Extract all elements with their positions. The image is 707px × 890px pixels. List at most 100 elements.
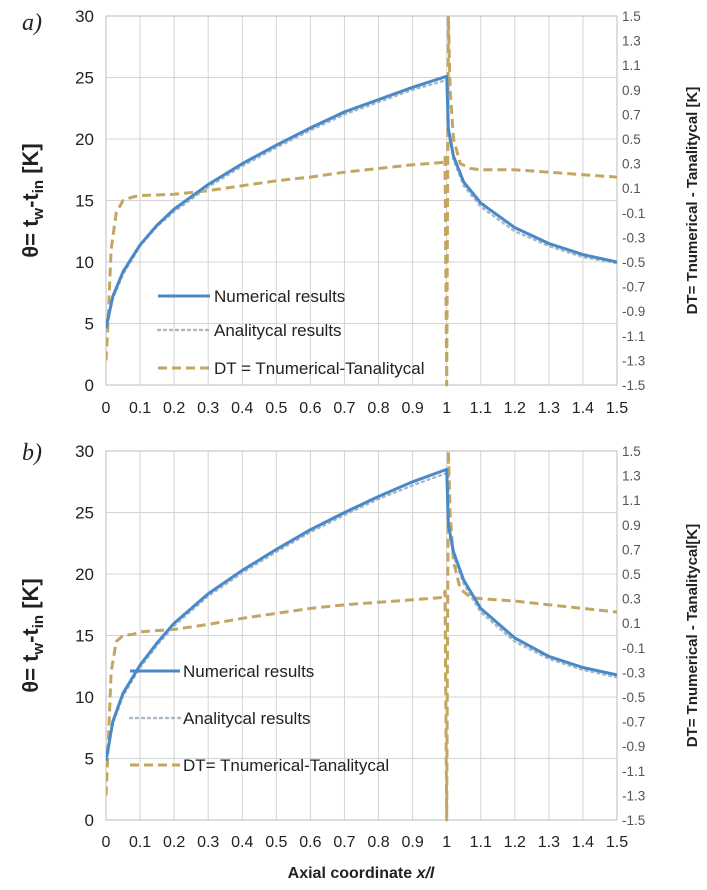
x-tick-label: 0.4 (231, 834, 253, 851)
panel-label: b) (22, 440, 42, 466)
y-tick-label-left: 5 (85, 315, 94, 334)
y-tick-label-right: 0.5 (622, 132, 641, 147)
y-tick-label-left: 10 (75, 688, 94, 707)
x-tick-label: 1.4 (572, 834, 594, 851)
y-tick-label-right: -1.1 (622, 764, 645, 779)
x-tick-label: 0.6 (299, 400, 321, 417)
x-tick-label: 1.3 (538, 400, 560, 417)
legend: Numerical results Analitycal results DT = … (156, 287, 425, 378)
x-axis-label-var: x/l (416, 865, 435, 882)
x-tick-label: 1 (442, 400, 451, 417)
x-tick-label: 1.2 (504, 400, 526, 417)
y-tick-label-right: -0.9 (622, 739, 645, 754)
y-tick-label-right: 0.7 (622, 542, 641, 557)
y-tick-label-right: 0.3 (622, 157, 641, 172)
y-tick-label-right: 0.1 (622, 616, 641, 631)
y-tick-label-right: 0.9 (622, 518, 641, 533)
y-tick-label-right: -1.5 (622, 378, 645, 393)
y-axis-label-part: -t (18, 628, 43, 643)
y-tick-label-left: 25 (75, 504, 94, 523)
y-tick-label-left: 20 (75, 130, 94, 149)
y-axis-label-part: θ= t (18, 219, 43, 258)
y-tick-label-right: -1.3 (622, 788, 645, 803)
x-tick-label: 1.3 (538, 834, 560, 851)
y-tick-label-right: 0.7 (622, 107, 641, 122)
y-tick-label-right: 1.1 (622, 58, 641, 73)
x-tick-label: 1.4 (572, 400, 594, 417)
legend-entry: DT= Tnumerical-Tanalitycal (183, 756, 389, 775)
series-line-dotted (106, 78, 617, 331)
y-tick-label-left: 10 (75, 253, 94, 272)
x-tick-label: 0.1 (129, 400, 151, 417)
y-axis-label-part: w (30, 643, 47, 656)
x-tick-label: 0.7 (333, 834, 355, 851)
x-tick-label: 0.2 (163, 834, 185, 851)
panel-label: a) (22, 10, 42, 36)
legend-entry: Numerical results (214, 287, 345, 306)
y-tick-label-left: 5 (85, 750, 94, 769)
series-line-solid (106, 74, 617, 329)
y-tick-label-left: 30 (75, 7, 94, 26)
y-tick-label-right: 1.5 (622, 9, 641, 24)
plot-area-border (105, 15, 618, 386)
y-tick-label-right: 1.5 (622, 444, 641, 459)
y-axis-label-part: [K] (18, 578, 43, 615)
series-line-solid (106, 467, 617, 762)
x-tick-label: 0.4 (231, 400, 253, 417)
y-tick-label-right: 1.1 (622, 493, 641, 508)
plot-area-border (105, 450, 618, 821)
y-axis-label-part: θ= t (18, 654, 43, 693)
x-tick-label: 0.9 (401, 400, 423, 417)
y-tick-label-right: -1.3 (622, 353, 645, 368)
legend-entry: Analitycal results (214, 321, 342, 340)
x-axis-label-main: Axial coordinate (288, 865, 417, 882)
x-tick-label: 1.2 (504, 834, 526, 851)
x-tick-label: 0.1 (129, 834, 151, 851)
y-axis-label-part: w (30, 208, 47, 221)
y-tick-label-right: 0.1 (622, 181, 641, 196)
y-tick-label-right: -0.3 (622, 230, 645, 245)
x-tick-label: 1.1 (470, 834, 492, 851)
y-tick-label-left: 25 (75, 69, 94, 88)
y-tick-label-right: -0.1 (622, 206, 645, 221)
x-tick-label: 0.8 (367, 834, 389, 851)
x-tick-label: 1.5 (606, 834, 628, 851)
y-axis-label-part: -t (18, 193, 43, 208)
y-tick-label-left: 15 (75, 192, 94, 211)
y-tick-label-left: 0 (85, 811, 94, 830)
y-tick-label-left: 30 (75, 442, 94, 461)
x-tick-label: 0.5 (265, 400, 287, 417)
y-tick-label-right: -0.7 (622, 715, 645, 730)
legend: Numerical results Analitycal results DT= T… (128, 662, 389, 775)
y-axis-label-left: θ= tw-tin [K]θ= tw-tin [K] (18, 143, 47, 258)
y-tick-label-right: -1.1 (622, 329, 645, 344)
y-tick-label-right: 0.3 (622, 592, 641, 607)
y-tick-label-right: -0.7 (622, 280, 645, 295)
chart-panel-b: b) 0 5 10 15 20 25 30 1.5 1.3 1.1 0.9 0.7 0.5 0.3 0.1 -0… (18, 440, 701, 851)
y-tick-label-right: 1.3 (622, 469, 641, 484)
y-tick-label-right: -0.3 (622, 665, 645, 680)
x-tick-label: 0.2 (163, 400, 185, 417)
x-tick-label: 0.9 (401, 834, 423, 851)
y-axis-label-part: in (30, 180, 47, 193)
series-line-dashed (106, 14, 617, 387)
y-tick-label-right: 0.5 (622, 567, 641, 582)
y-axis-label-left: θ= tw-tin [K]θ= tw-tin [K] (18, 578, 47, 693)
x-tick-label: 1.1 (470, 400, 492, 417)
y-tick-label-left: 20 (75, 565, 94, 584)
y-tick-label-right: -0.5 (622, 690, 645, 705)
x-tick-label: 0.8 (367, 400, 389, 417)
y-tick-label-right: 0.9 (622, 83, 641, 98)
x-tick-label: 0.6 (299, 834, 321, 851)
y-tick-label-left: 15 (75, 627, 94, 646)
legend-entry: Numerical results (183, 662, 314, 681)
y-tick-label-right: -0.5 (622, 255, 645, 270)
y-axis-label-part: in (30, 615, 47, 628)
y-tick-label-right: 1.3 (622, 34, 641, 49)
legend-entry: DT = Tnumerical-Tanalitycal (214, 359, 425, 378)
y-tick-label-right: -0.9 (622, 304, 645, 319)
x-tick-label: 0.3 (197, 400, 219, 417)
x-tick-label: 1.5 (606, 400, 628, 417)
